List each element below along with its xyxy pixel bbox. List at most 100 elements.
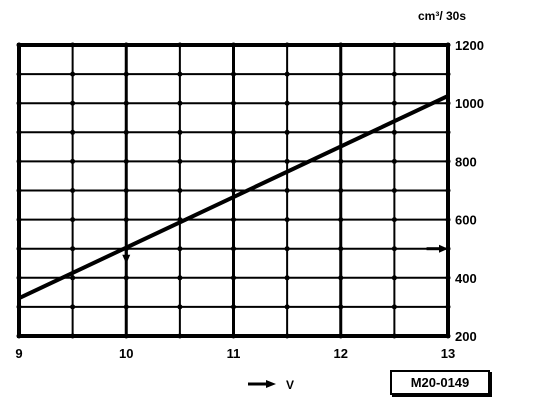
grid [16,42,451,339]
grid-dot [16,188,22,193]
grid-dot [16,158,22,164]
grid-dot [284,333,290,339]
grid-dot [338,217,344,223]
y-axis-label: cm³/ 30s [418,9,466,23]
grid-dot [284,275,290,281]
grid-dot [284,304,290,310]
y-tick-label: 1000 [455,96,484,111]
grid-dot [338,129,344,135]
grid-dot [338,333,344,339]
grid-dot [70,100,76,106]
grid-dot [231,275,236,281]
grid-dot [123,188,129,193]
grid-dot [391,275,397,281]
grid-dot [338,188,344,193]
grid-dot [445,275,451,281]
grid-dot [338,304,344,310]
grid-dot [338,100,344,106]
grid-dot [177,304,183,310]
grid-dot [445,188,451,193]
grid-dot [231,333,236,339]
grid-dot [70,71,76,77]
grid-dot [284,129,290,135]
grid-dot [123,100,129,106]
grid-dot [284,188,290,193]
grid-dot [445,333,451,339]
grid-dot [70,275,76,281]
grid-dot [123,333,129,339]
series-layer [18,94,449,300]
axis-labels: cm³/ 30s V [248,9,466,392]
grid-dot [123,158,129,164]
grid-dot [391,304,397,310]
grid-dot [445,71,451,77]
y-tick-label: 1200 [455,38,484,53]
grid-dot [70,188,76,193]
grid-dot [284,246,290,252]
grid-dot [445,129,451,135]
grid-dot [177,246,183,252]
grid-dot [177,129,183,135]
grid-dot [123,304,129,310]
series-line [18,94,449,300]
grid-dot [16,275,22,281]
grid-dot [123,275,129,281]
grid-dot [177,188,183,193]
grid-dot [231,42,236,48]
grid-dot [391,100,397,106]
grid-dot [177,42,183,48]
grid-dot [231,246,236,252]
annotations [122,244,448,264]
grid-dot [338,71,344,77]
x-tick-label: 12 [334,346,348,361]
grid-dot [16,42,22,48]
y-tick-label: 800 [455,154,477,169]
grid-dot [123,217,129,223]
grid-dot [16,246,22,252]
grid-dot [231,71,236,77]
x-tick-label: 13 [441,346,455,361]
grid-dot [177,275,183,281]
grid-dot [391,333,397,339]
vertical-arrow-head [122,254,131,264]
grid-dot [16,129,22,135]
grid-dot [445,304,451,310]
grid-dot [16,217,22,223]
grid-dot [445,217,451,223]
grid-dot [391,42,397,48]
grid-dot [284,158,290,164]
x-tick-label: 10 [119,346,133,361]
grid-dot [284,42,290,48]
grid-dot [70,333,76,339]
grid-dot [391,217,397,223]
grid-dot [123,129,129,135]
grid-dot [123,42,129,48]
grid-dot [16,304,22,310]
y-tick-label: 600 [455,213,477,228]
grid-dot [177,333,183,339]
x-tick-label: 9 [15,346,22,361]
grid-dot [391,158,397,164]
grid-dot [338,158,344,164]
grid-dot [70,217,76,223]
grid-dot [70,246,76,252]
grid-dot [391,129,397,135]
grid-dot [70,158,76,164]
grid-dot [338,246,344,252]
grid-dot [445,158,451,164]
grid-dot [284,100,290,106]
grid-dot [391,71,397,77]
grid-dot [16,333,22,339]
grid-dot [123,71,129,77]
grid-dot [177,71,183,77]
grid-dot [231,100,236,106]
grid-dot [70,42,76,48]
data-point [18,297,20,299]
x-label-arrow-head [266,380,276,388]
grid-dot [231,217,236,223]
grid-dot [70,129,76,135]
grid-dot [231,188,236,193]
y-tick-label: 400 [455,271,477,286]
